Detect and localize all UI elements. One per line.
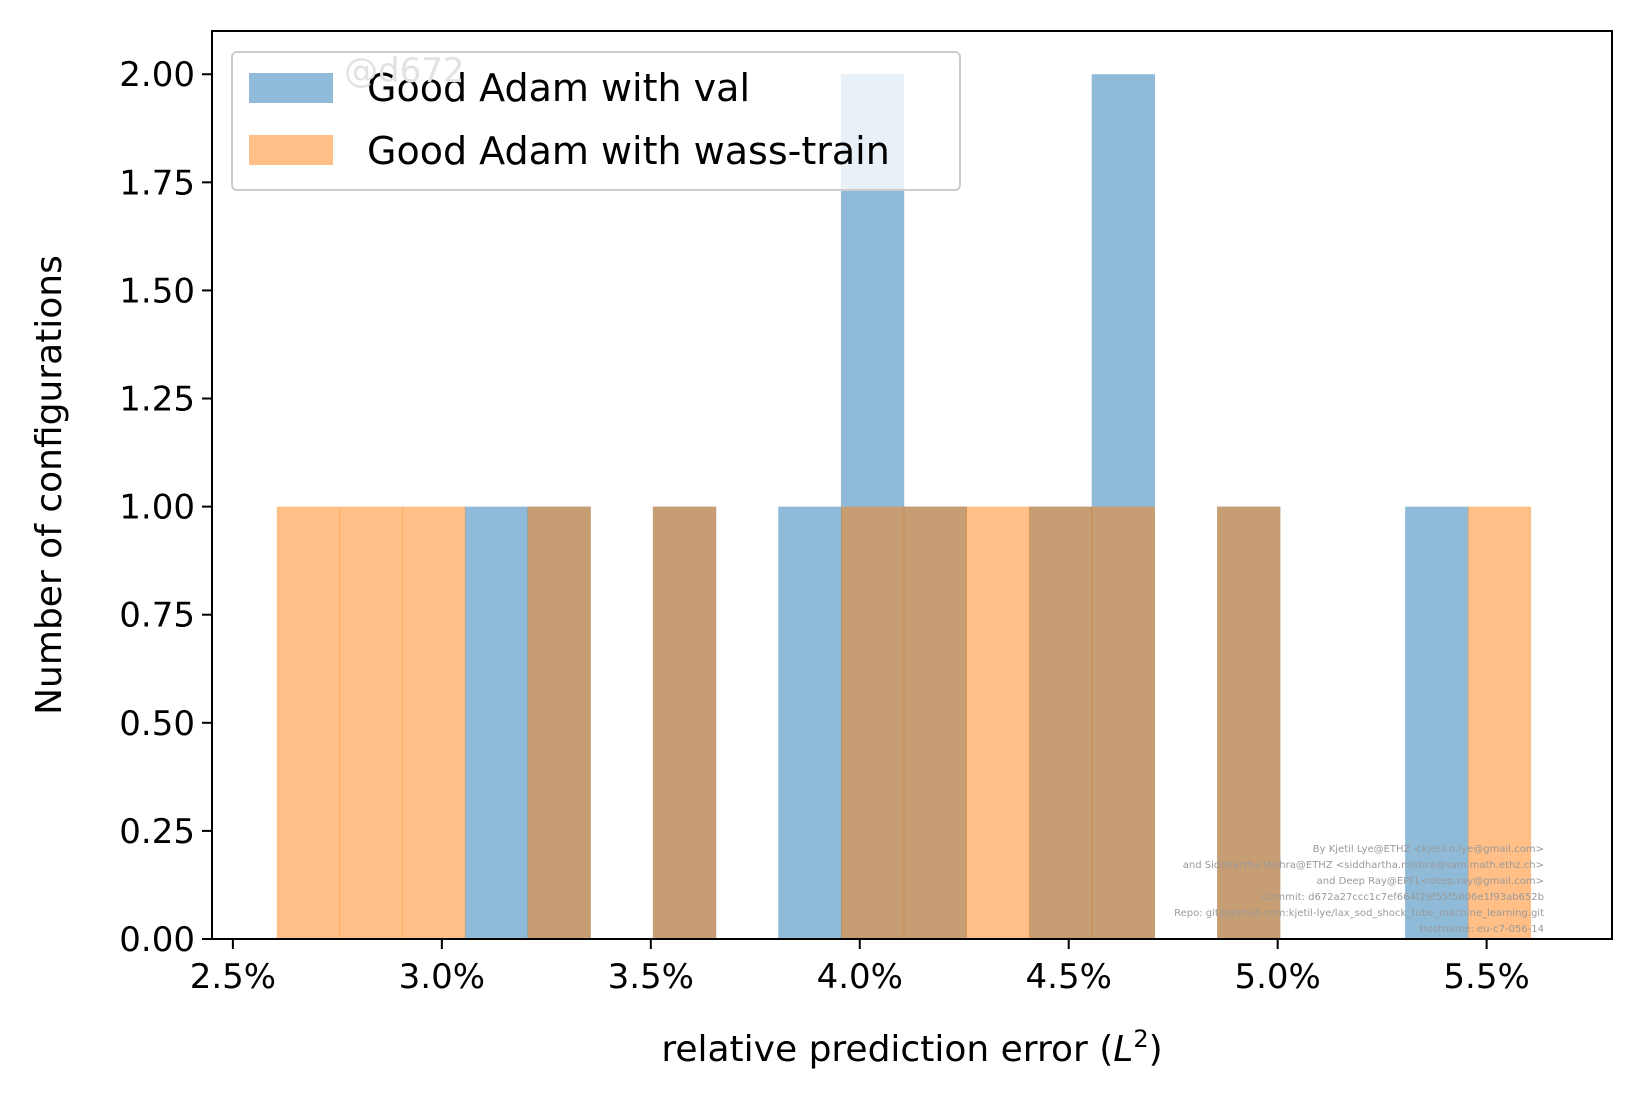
- bars-layer: [276, 74, 1532, 940]
- y-tick-label: 1.75: [119, 163, 195, 203]
- bar-s1-2: [402, 506, 466, 939]
- x-tick-label: 4.5%: [1026, 957, 1112, 997]
- y-tick-label: 1.25: [119, 380, 195, 420]
- bar-s1-5: [840, 506, 905, 939]
- y-tick-label: 0.50: [119, 704, 195, 744]
- x-axis-label-math: L: [1113, 1029, 1133, 1070]
- x-axis-label-close: ): [1149, 1029, 1163, 1070]
- x-tick-label: 5.0%: [1234, 957, 1320, 997]
- y-tick-label: 0.75: [119, 596, 195, 636]
- legend-label-val: Good Adam with val: [367, 66, 750, 110]
- watermark-text: @d672: [344, 51, 464, 91]
- legend-swatch-wass-train: [249, 135, 333, 165]
- legend-swatch-val: [249, 73, 333, 103]
- bar-s1-1: [339, 506, 403, 939]
- x-tick-label: 5.5%: [1443, 957, 1529, 997]
- ticks-layer: 2.5% 3.0% 3.5% 4.0% 4.5% 5.0% 5.5% 0.00 0.25 0.50…: [119, 55, 1530, 997]
- x-tick-label: 4.0%: [817, 957, 903, 997]
- legend-label-wass-train: Good Adam with wass-train: [367, 129, 890, 173]
- x-axis-label: relative prediction error (L2): [661, 1025, 1162, 1070]
- bar-s0-3: [778, 506, 842, 939]
- y-tick-label: 2.00: [119, 55, 195, 95]
- bar-s1-11: [1467, 506, 1532, 939]
- bar-s1-9: [1091, 506, 1155, 939]
- credit-line: and Deep Ray@EPFL<deep.ray@gmail.com>: [1317, 876, 1544, 887]
- credit-line: Hostname: eu-c7-056-14: [1419, 924, 1544, 935]
- legend-frame: [231, 51, 961, 191]
- x-axis-label-sup: 2: [1133, 1025, 1148, 1053]
- y-tick-label: 1.50: [119, 271, 195, 311]
- bar-s1-4: [652, 506, 717, 939]
- legend: Good Adam with val Good Adam with wass-t…: [231, 51, 961, 191]
- y-tick-label: 0.00: [119, 920, 195, 960]
- credit-line: Commit: d672a27ccc1c7ef664f29f55f5806e1f…: [1262, 892, 1544, 903]
- credits-block: By Kjetil Lye@ETHZ <kjetil.o.lye@gmail.c…: [1174, 844, 1544, 935]
- bar-s0-0: [464, 506, 529, 939]
- bar-s1-8: [1029, 506, 1093, 939]
- bar-s1-7: [966, 506, 1030, 939]
- credit-line: and Siddhartha Mishra@ETHZ <siddhartha.m…: [1183, 860, 1544, 871]
- bar-s1-6: [903, 506, 967, 939]
- x-tick-label: 2.5%: [190, 957, 276, 997]
- x-tick-label: 3.5%: [608, 957, 694, 997]
- credit-line: By Kjetil Lye@ETHZ <kjetil.o.lye@gmail.c…: [1313, 844, 1544, 855]
- bar-s1-0: [276, 506, 341, 939]
- bar-s1-10: [1217, 506, 1281, 939]
- bar-s0-9: [1405, 506, 1469, 939]
- y-axis-label: Number of configurations: [29, 255, 70, 715]
- x-tick-label: 3.0%: [399, 957, 485, 997]
- y-tick-label: 0.25: [119, 812, 195, 852]
- bar-s1-3: [527, 506, 591, 939]
- plot-frame: [211, 30, 1613, 940]
- x-axis-label-text: relative prediction error (: [661, 1029, 1113, 1070]
- y-tick-label: 1.00: [119, 488, 195, 528]
- credit-line: Repo: git@github.com:kjetil-lye/lax_sod_…: [1174, 908, 1544, 919]
